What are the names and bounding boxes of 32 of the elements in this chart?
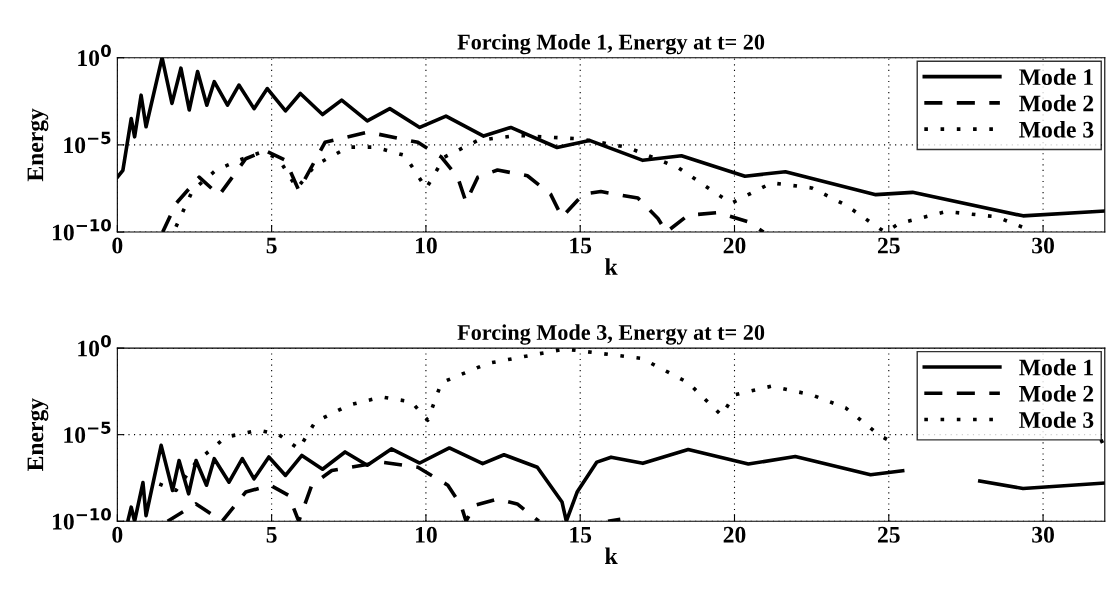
y-tick-label: 10$^{−10}$: [52, 508, 111, 530]
x-tick-label: 30: [1032, 237, 1054, 254]
x-tick-label: 5: [266, 527, 277, 543]
x-tick-label: 10: [416, 237, 437, 254]
y-tick-label: 10$^{0}$: [78, 44, 111, 67]
y-axis-title: Energy: [27, 108, 49, 182]
x-tick-label: 0: [112, 237, 123, 254]
x-tick-label: 25: [877, 237, 900, 254]
legend-label: Mode 1: [1019, 358, 1093, 376]
y-tick-label: 10$^{−5}$: [64, 131, 111, 154]
legend-label: Mode 1: [1019, 68, 1093, 86]
legend-label: Mode 2: [1019, 385, 1094, 402]
legend-label: Mode 2: [1019, 94, 1094, 112]
x-tick-label: 0: [112, 526, 123, 543]
chart-title: Forcing Mode 1, Energy at t= 20: [457, 33, 765, 55]
x-axis-title: k: [605, 547, 618, 564]
legend-label: Mode 3: [1019, 411, 1094, 429]
x-tick-label: 15: [570, 526, 592, 543]
x-tick-label: 25: [877, 526, 900, 543]
chart-title: Forcing Mode 3, Energy at t= 20: [457, 324, 765, 345]
x-axis-title: k: [605, 258, 618, 275]
x-tick-label: 15: [570, 237, 592, 254]
y-tick-label: 10$^{−10}$: [52, 218, 111, 241]
y-tick-label: 10$^{−5}$: [64, 421, 111, 443]
y-axis-title: Energy: [27, 398, 49, 471]
x-tick-label: 20: [723, 526, 746, 543]
y-tick-label: 10$^{0}$: [78, 334, 111, 357]
legend-label: Mode 3: [1019, 121, 1094, 138]
x-tick-label: 10: [416, 526, 437, 543]
x-tick-label: 20: [723, 237, 746, 254]
x-tick-label: 30: [1032, 526, 1054, 543]
x-tick-label: 5: [266, 237, 277, 254]
